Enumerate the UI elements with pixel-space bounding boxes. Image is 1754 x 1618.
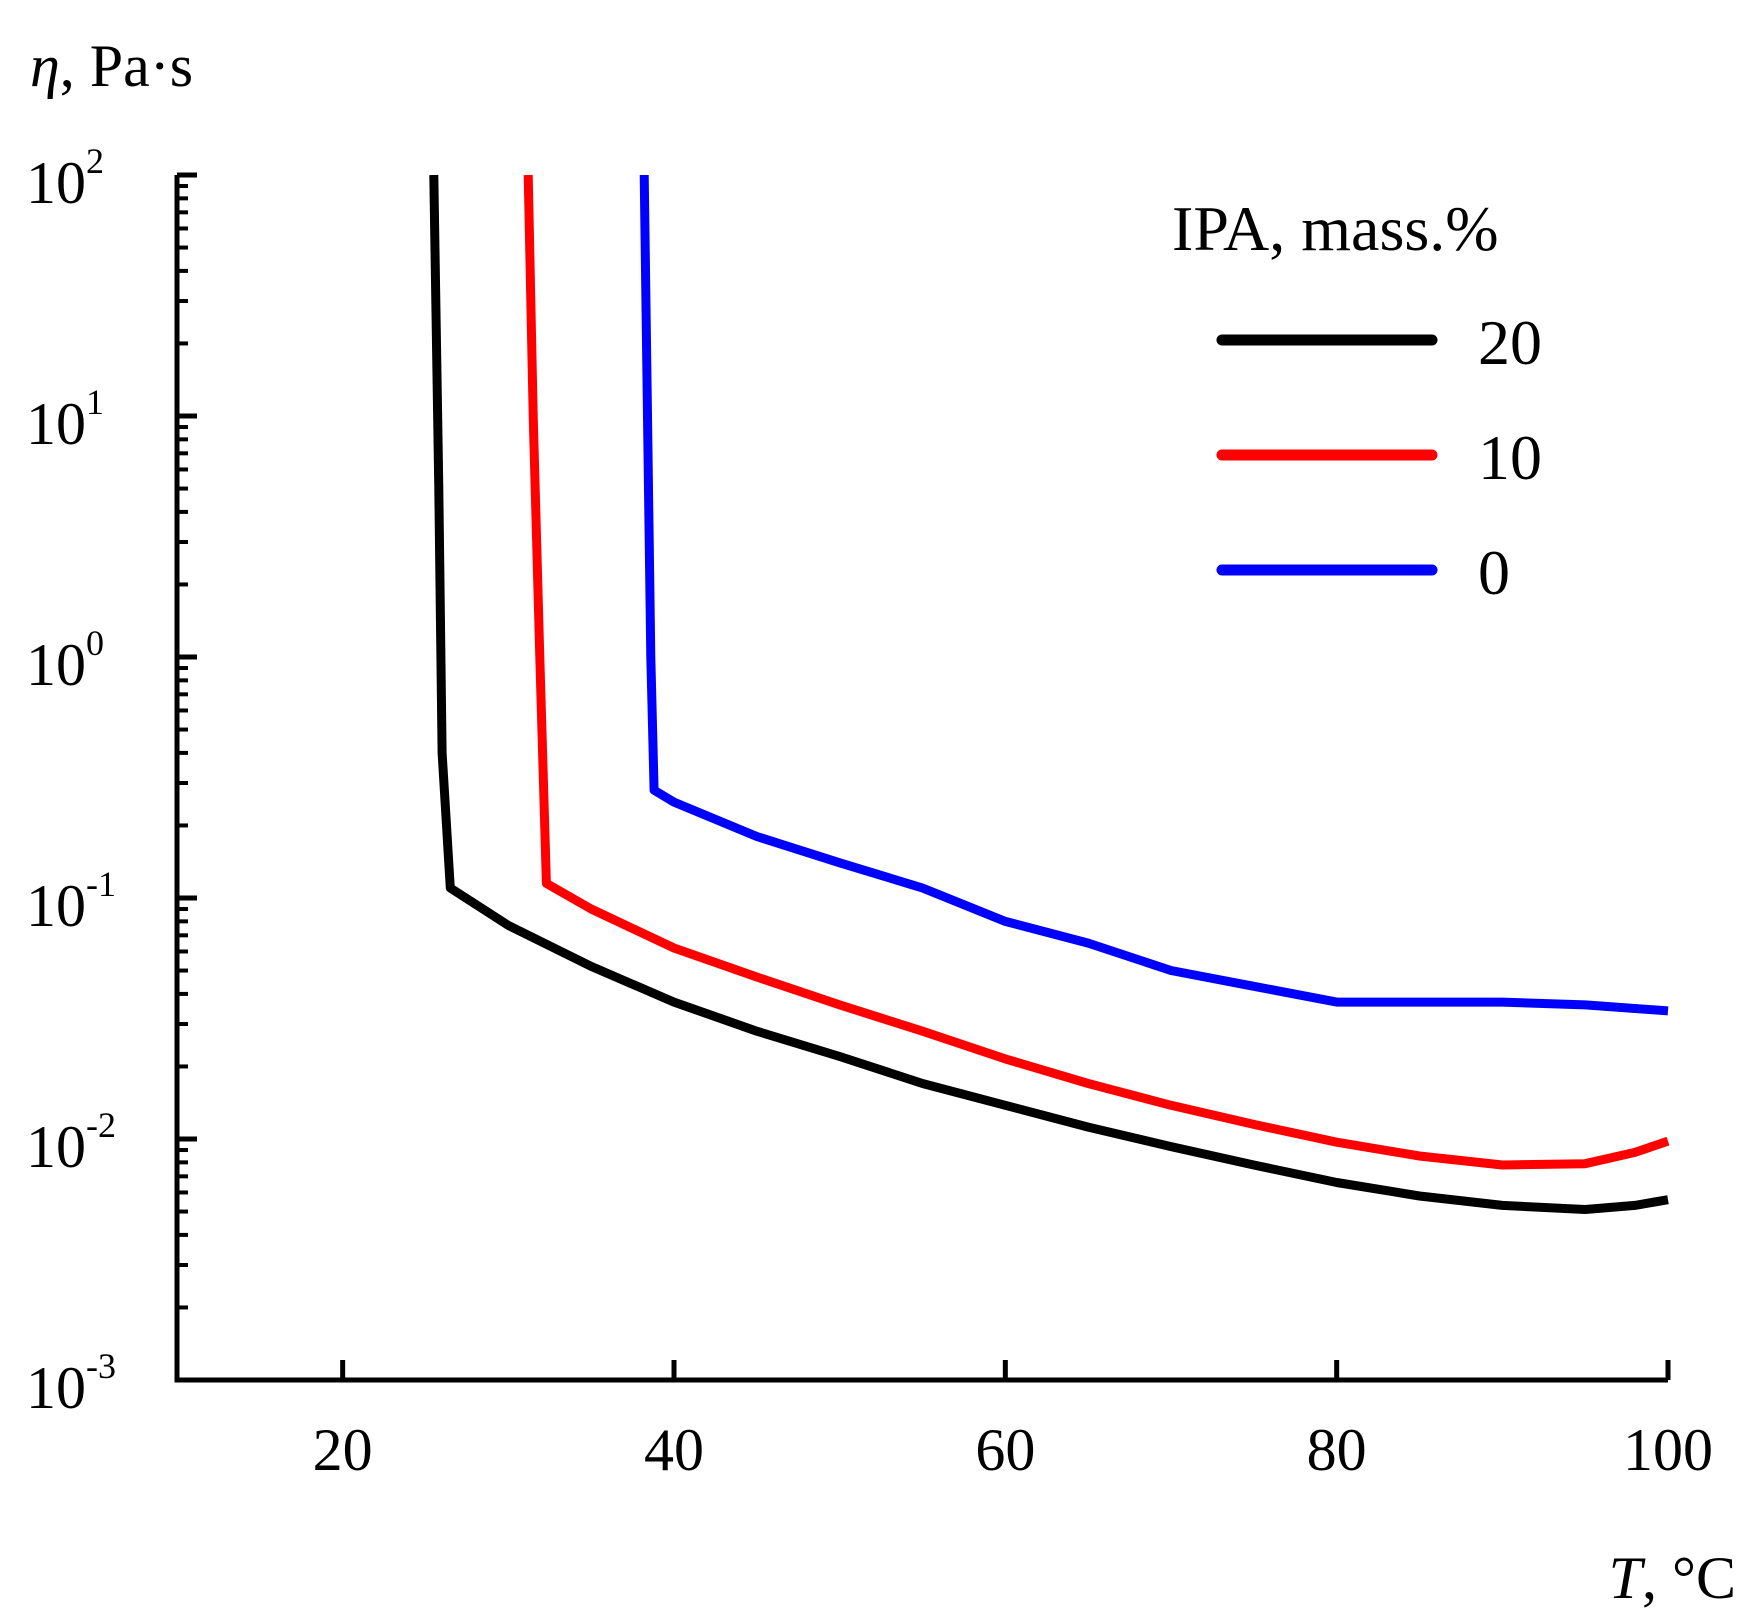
x-axis-ticks: 20 40 60 80 100 (313, 1360, 1713, 1483)
y-axis-symbol: η (30, 33, 60, 99)
legend-label-0: 0 (1478, 537, 1510, 608)
x-tick-label: 80 (1307, 1417, 1367, 1483)
y-tick-label: 10-2 (26, 1105, 116, 1180)
x-axis-unit: , °C (1642, 1545, 1736, 1611)
x-axis-title: T, °C (1609, 1545, 1736, 1611)
y-tick-label: 10-1 (26, 864, 116, 939)
y-tick-label: 102 (26, 141, 104, 216)
legend: IPA, mass.% 20 10 0 (1172, 193, 1542, 608)
legend-label-20: 20 (1478, 307, 1542, 378)
series-line-0 (639, 174, 1669, 1016)
series-line-10 (523, 174, 1670, 1170)
legend-title: IPA, mass.% (1172, 193, 1499, 264)
x-axis-symbol: T (1609, 1545, 1646, 1611)
x-tick-label: 20 (313, 1417, 373, 1483)
legend-label-10: 10 (1478, 422, 1542, 493)
y-tick-label: 10-3 (26, 1346, 116, 1421)
series-layer (429, 174, 1670, 1214)
y-axis-title: η, Pa·s (30, 33, 193, 99)
x-tick-label: 40 (644, 1417, 704, 1483)
x-tick-label: 100 (1623, 1417, 1713, 1483)
series-line-20 (429, 174, 1669, 1214)
y-tick-label: 100 (26, 623, 104, 698)
y-tick-label: 101 (26, 382, 104, 457)
y-axis-unit: , Pa·s (60, 33, 193, 99)
x-tick-label: 60 (975, 1417, 1035, 1483)
y-axis-ticks: 10-3 10-2 10-1 100 101 102 (26, 141, 197, 1421)
